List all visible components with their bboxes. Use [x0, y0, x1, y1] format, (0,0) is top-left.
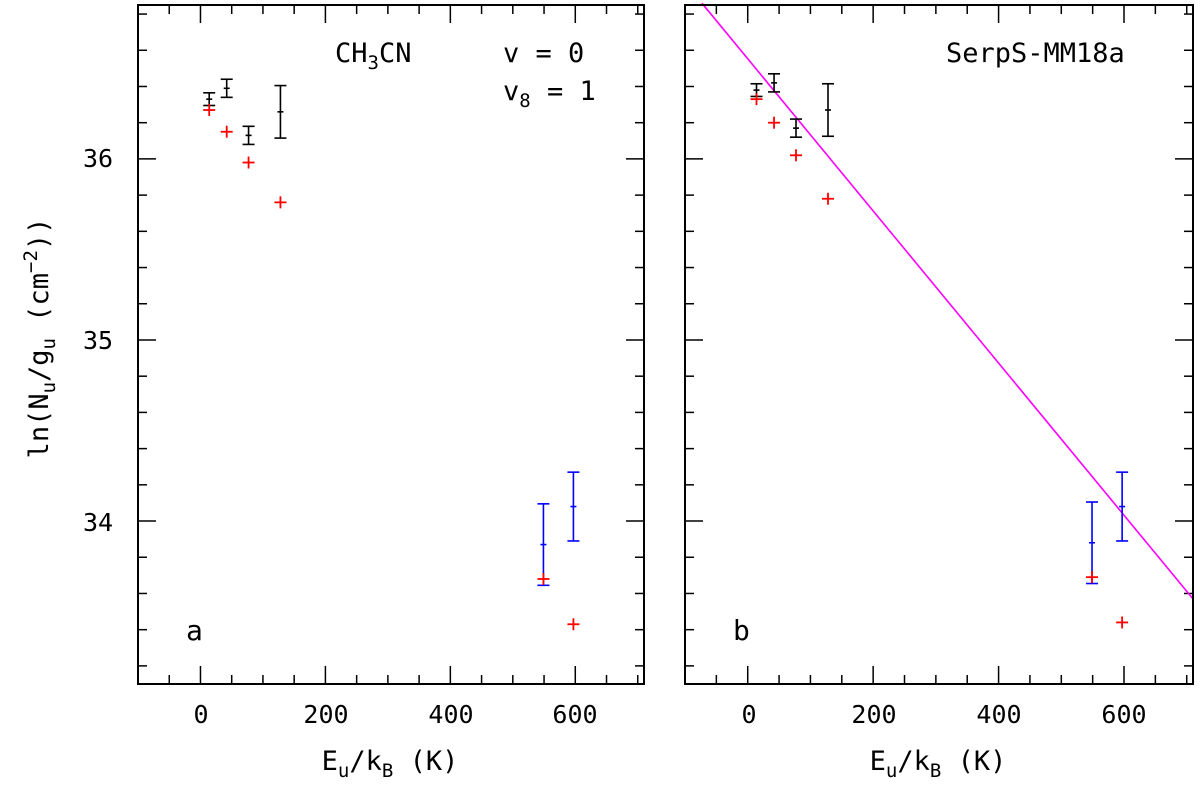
panel-a-x-axis-label: Eu/kB (K) [322, 746, 459, 782]
panel-b-frame [684, 4, 1194, 685]
a-model-point [537, 572, 550, 585]
panel-a-ticks [138, 5, 644, 684]
molecule-label: CH3CN [335, 38, 411, 74]
a-observed-point [567, 471, 580, 542]
a-observed-point [203, 92, 216, 107]
panel-b-fit [701, 2, 1194, 600]
b-observed-point [1116, 471, 1129, 542]
a-observed-point [220, 78, 233, 99]
panel-a-frame [137, 4, 645, 685]
panel-b-ticks [685, 5, 1193, 684]
panel-a-x-tick-label-600: 600 [552, 700, 597, 729]
panel-b-x-axis-label: Eu/kB (K) [870, 746, 1007, 782]
a-observed-point [242, 125, 255, 146]
b-model-point [821, 192, 834, 205]
legend-v0: v = 0 [503, 38, 584, 69]
panel-a: 34 35 36 0 200 400 600 Eu/kB (K) CH3CN v… [83, 4, 645, 782]
a-model-point [220, 125, 233, 138]
b-observed-point [790, 118, 803, 138]
b-model-point [1116, 616, 1129, 629]
panel-b-x-tick-label-400: 400 [976, 700, 1021, 729]
panel-b-marks [750, 73, 1129, 629]
panel-b-x-tick-label-200: 200 [851, 700, 896, 729]
panel-a-y-tick-label-36: 36 [83, 144, 113, 173]
panel-a-letter: a [186, 614, 203, 647]
panel-b-x-tick-label-0: 0 [741, 700, 756, 729]
a-observed-point [537, 503, 550, 587]
a-model-point [567, 618, 580, 631]
a-observed-point [274, 84, 287, 139]
b-observed-point [1086, 501, 1099, 585]
panel-b: 0 200 400 600 Eu/kB (K) SerpS-MM18a b [684, 2, 1194, 782]
b-fit-line [701, 2, 1194, 600]
panel-a-x-tick-label-400: 400 [428, 700, 473, 729]
a-model-point [203, 104, 216, 117]
a-model-point [242, 156, 255, 169]
legend-v8: v8 = 1 [503, 76, 596, 112]
panel-a-x-tick-label-200: 200 [303, 700, 348, 729]
panel-b-x-tick-label-600: 600 [1101, 700, 1146, 729]
y-axis-label: ln(Nu/gu (cm−2)) [20, 218, 60, 459]
panel-a-y-tick-label-34: 34 [83, 508, 113, 537]
source-label: SerpS-MM18a [946, 38, 1125, 69]
b-model-point [768, 116, 781, 129]
panel-a-y-tick-label-35: 35 [83, 326, 113, 355]
b-model-point [750, 93, 763, 106]
b-model-point [1086, 571, 1099, 584]
b-model-point [790, 149, 803, 162]
a-model-point [274, 196, 287, 209]
panel-a-marks [203, 78, 580, 631]
panel-b-letter: b [733, 614, 750, 647]
b-observed-point [768, 73, 781, 93]
b-observed-point [821, 82, 834, 138]
panel-a-x-tick-label-0: 0 [193, 700, 208, 729]
